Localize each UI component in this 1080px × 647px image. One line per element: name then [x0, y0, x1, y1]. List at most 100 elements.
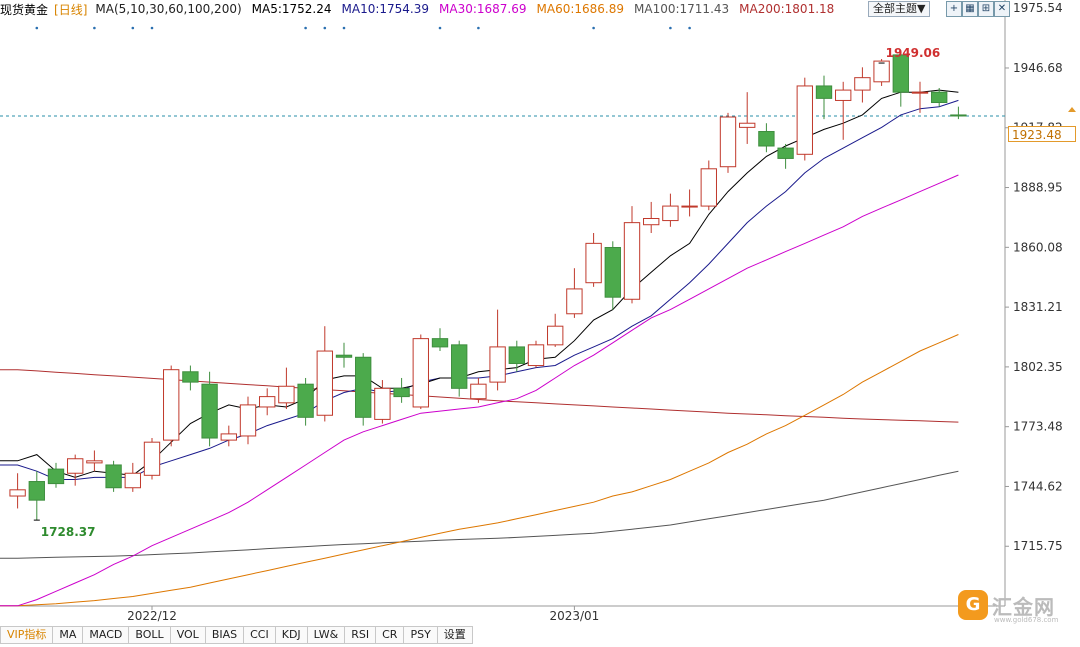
event-marker [342, 26, 346, 30]
candle-body [335, 354, 353, 358]
candle-body [393, 387, 410, 398]
candle-body [412, 338, 429, 408]
price-arrow-icon [1068, 107, 1076, 113]
candle-body [355, 356, 372, 418]
event-marker [592, 26, 595, 30]
candle-body [297, 383, 314, 418]
y-tick-label: 1831.21 [1013, 300, 1063, 314]
x-tick-label: 2023/01 [549, 609, 599, 623]
current-price-label: 1923.48 [1008, 126, 1076, 142]
candle-body [47, 468, 65, 485]
candle-body [873, 60, 890, 83]
event-marker [688, 26, 691, 30]
candle-body [9, 489, 26, 497]
tab-bias[interactable]: BIAS [205, 626, 245, 644]
candle-body [547, 325, 564, 346]
event-marker [323, 26, 327, 30]
candle-body [950, 114, 967, 117]
candle-body [854, 77, 871, 91]
candle-body [278, 385, 295, 404]
candle-body [105, 464, 122, 489]
tab-lw[interactable]: LW& [307, 626, 346, 644]
ma-line-ma60 [0, 334, 959, 607]
candle-body [124, 472, 141, 489]
close-icon[interactable]: ✕ [994, 1, 1010, 17]
brand-logo: G 汇金网 www.gold678.com [958, 590, 1058, 624]
candle-body [201, 383, 218, 439]
indicator-tabs: VIP指标 MA MACD BOLL VOL BIAS CCI KDJ LW& … [0, 626, 473, 644]
candle-body [911, 91, 929, 94]
y-tick-label: 1975.54 [1013, 1, 1063, 15]
candle-body [758, 131, 775, 147]
tab-boll[interactable]: BOLL [129, 626, 171, 644]
candle-body [643, 217, 660, 226]
grid-icon[interactable]: ▦ [962, 1, 978, 17]
candle-body [681, 205, 698, 208]
candle-body [566, 288, 583, 315]
candle-body [777, 147, 794, 159]
ma60-value: MA60:1686.89 [536, 2, 625, 16]
ma-line-ma5 [0, 89, 959, 478]
logo-url: www.gold678.com [994, 616, 1059, 624]
event-marker [93, 26, 96, 30]
y-tick-label: 1773.48 [1013, 420, 1063, 434]
chart-header: 现货黄金 [日线] MA(5,10,30,60,100,200) MA5:175… [0, 0, 844, 18]
event-marker [150, 26, 154, 30]
event-marker [131, 26, 135, 30]
ma5-value: MA5:1752.24 [251, 2, 332, 16]
candle-body [815, 85, 833, 99]
x-tick-label: 2022/12 [127, 609, 177, 623]
tab-ma[interactable]: MA [53, 626, 84, 644]
candle-body [662, 205, 679, 222]
ma-indicator-name[interactable]: MA(5,10,30,60,100,200) [95, 2, 242, 16]
tab-macd[interactable]: MACD [83, 626, 130, 644]
candle-body [931, 91, 948, 104]
candle-body [259, 396, 276, 408]
tab-rsi[interactable]: RSI [345, 626, 377, 644]
y-tick-label: 1715.75 [1013, 539, 1063, 553]
candle-body [796, 85, 813, 155]
tab-vol[interactable]: VOL [170, 626, 206, 644]
tab-settings[interactable]: 设置 [437, 626, 473, 644]
candle-body [700, 168, 717, 207]
candle-body [86, 460, 103, 464]
tab-psy[interactable]: PSY [404, 626, 438, 644]
event-marker [35, 26, 39, 30]
y-tick-label: 1888.95 [1013, 181, 1063, 195]
candle-body [220, 433, 237, 441]
period-label[interactable]: [日线] [54, 2, 88, 17]
tab-vip-indicators[interactable]: VIP指标 [0, 626, 54, 644]
candle-body [67, 458, 84, 474]
y-tick-label: 1860.08 [1013, 240, 1063, 254]
y-tick-label: 1802.35 [1013, 360, 1063, 374]
ma-line-ma10 [0, 99, 959, 480]
candle-body [508, 346, 525, 364]
tab-kdj[interactable]: KDJ [275, 626, 308, 644]
ma10-value: MA10:1754.39 [341, 2, 430, 16]
price-annotation: 1728.37 [41, 525, 96, 539]
candle-body [489, 346, 506, 383]
candle-body [892, 54, 909, 93]
layout-icon[interactable]: ⊞ [978, 1, 994, 17]
candle-body [623, 222, 641, 300]
tab-cci[interactable]: CCI [244, 626, 276, 644]
candle-body [451, 344, 468, 389]
crosshair-icon[interactable]: + [946, 1, 962, 17]
y-tick-label: 1946.68 [1013, 61, 1063, 75]
candle-body [719, 116, 737, 168]
logo-text: 汇金网 [992, 594, 1055, 619]
candle-body [316, 350, 333, 416]
candle-body [527, 344, 545, 367]
logo-mark-icon: G [958, 590, 988, 620]
candle-body [28, 481, 45, 501]
event-marker [669, 26, 672, 30]
candle-body [163, 369, 180, 441]
candle-body [470, 383, 487, 400]
symbol-title: 现货黄金 [0, 2, 49, 17]
candle-body [374, 387, 391, 420]
candle-body [739, 122, 756, 128]
theme-dropdown-button[interactable]: 全部主题▼ [868, 1, 931, 17]
ma-line-ma100 [0, 470, 959, 559]
tab-cr[interactable]: CR [376, 626, 405, 644]
